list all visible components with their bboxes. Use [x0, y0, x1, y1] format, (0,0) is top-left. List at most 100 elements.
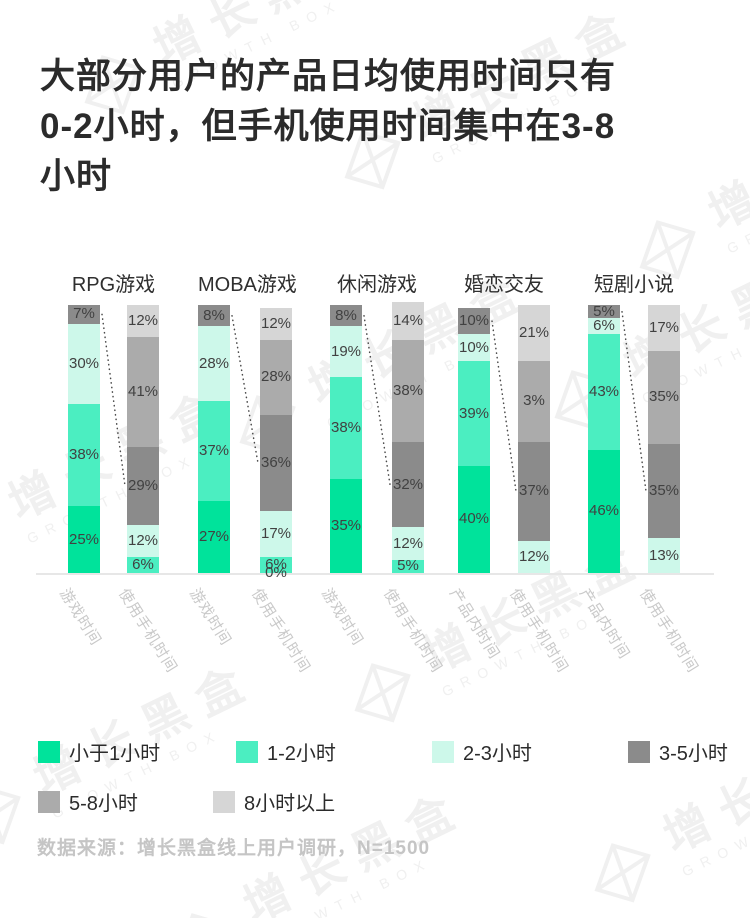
dotted-comparison-line: [363, 314, 391, 486]
segment-value-label: 37%: [198, 442, 230, 460]
bar-segment-8小时以上: [127, 305, 159, 338]
x-axis-label: 使用手机时间: [248, 585, 314, 677]
segment-value-label: 5%: [593, 302, 615, 320]
bar-segment-3-5小时: [127, 447, 159, 525]
segment-value-label: 32%: [392, 475, 424, 493]
x-axis-label: 产品内时间: [576, 585, 633, 663]
bar-segment-3-5小时: [588, 305, 620, 319]
bar-segment-3-5小时: [518, 441, 550, 541]
title-line: 大部分用户的产品日均使用时间只有: [40, 57, 617, 96]
group-title: 休闲游戏: [337, 274, 417, 296]
segment-value-label: 35%: [648, 482, 680, 500]
bar-segment-1-2小时: [458, 361, 490, 466]
bar-segment-小于1小时: [330, 479, 362, 573]
title-line: 0-2小时，但手机使用时间集中在3-8: [40, 107, 616, 146]
bar-segment-8小时以上: [392, 302, 424, 340]
segment-value-label: 25%: [68, 530, 100, 548]
segment-value-label: 12%: [127, 312, 159, 330]
legend-item: 5-8小时: [38, 787, 138, 816]
bar-segment-2-3小时: [392, 527, 424, 560]
segment-value-label: 6%: [593, 317, 615, 335]
segment-value-label: 29%: [127, 476, 159, 494]
bar-segment-5-8小时: [127, 337, 159, 448]
segment-value-label: 5%: [397, 557, 419, 575]
bar-segment-2-3小时: [518, 540, 550, 573]
legend-item: 1-2小时: [236, 737, 336, 766]
growth-box-logo-icon: [594, 843, 651, 903]
bar-segment-3-5小时: [330, 305, 362, 327]
segment-value-label: 36%: [260, 454, 292, 472]
bar-segment-小于1小时: [588, 449, 620, 573]
segment-value-label: 14%: [392, 312, 424, 330]
legend-label: 5-8小时: [69, 793, 138, 815]
bar-segment-5-8小时: [648, 350, 680, 445]
bar-segment-5-8小时: [518, 361, 550, 442]
bar-segment-小于1小时: [68, 506, 100, 573]
growth-box-logo-icon: [0, 488, 19, 592]
segment-value-label: 6%: [265, 555, 287, 573]
page-title: 大部分用户的产品日均使用时间只有 0-2小时，但手机使用时间集中在3-8 小时: [40, 52, 730, 202]
group-title: RPG游戏: [71, 274, 156, 296]
legend-item: 3-5小时: [628, 737, 728, 766]
segment-value-label: 6%: [132, 555, 154, 573]
bar-segment-3-5小时: [648, 444, 680, 539]
source-note: 数据来源：增长黑盒线上用户调研，N=1500: [37, 838, 431, 859]
bar-segment-2-3小时: [260, 511, 292, 557]
bar-segment-2-3小时: [458, 334, 490, 362]
bar-segment-小于1小时: [198, 500, 230, 573]
growth-box-logo-icon: [174, 913, 231, 918]
bar-segment-1-2小时: [68, 404, 100, 506]
group-title: MOBA游戏: [198, 274, 297, 296]
bar-segment-8小时以上: [518, 305, 550, 362]
segment-value-label: 8%: [203, 306, 225, 324]
segment-value-label: 27%: [198, 527, 230, 545]
watermark-text-en: GROWTH BOX: [679, 783, 750, 880]
bar-segment-2-3小时: [68, 323, 100, 405]
segment-value-label: 39%: [458, 404, 490, 422]
segment-value-label: 28%: [198, 354, 230, 372]
legend-swatch: [236, 740, 258, 763]
bar-segment-3-5小时: [458, 307, 490, 335]
segment-value-label: 28%: [260, 368, 292, 386]
legend-swatch: [38, 740, 60, 763]
bar-segment-8小时以上: [260, 307, 292, 340]
legend-item: 8小时以上: [213, 787, 335, 816]
x-axis-label: 使用手机时间: [115, 585, 181, 677]
segment-value-label: 38%: [330, 419, 362, 437]
x-axis-label: 使用手机时间: [506, 585, 572, 677]
segment-value-label: 12%: [392, 534, 424, 552]
legend-swatch: [432, 740, 454, 763]
watermark-text-cn: 增长黑盒: [25, 652, 264, 805]
legend-swatch: [628, 740, 650, 763]
segment-value-label: 3%: [523, 392, 545, 410]
legend-label: 小于1小时: [69, 743, 161, 765]
segment-value-label: 10%: [458, 338, 490, 356]
bar-segment-3-5小时: [392, 441, 424, 528]
dotted-comparison-line: [231, 314, 259, 464]
segment-value-label: 12%: [127, 531, 159, 549]
bar-segment-2-3小时: [648, 538, 680, 573]
bar-segment-2-3小时: [330, 326, 362, 378]
segment-value-label: 12%: [260, 314, 292, 332]
legend-item: 2-3小时: [432, 737, 532, 766]
bar-segment-1-2小时: [330, 377, 362, 480]
legend-label: 2-3小时: [463, 743, 532, 765]
bar-segment-5-8小时: [392, 339, 424, 442]
segment-value-label: 17%: [260, 525, 292, 543]
bar-segment-小于1小时: [458, 465, 490, 573]
segment-value-label: 21%: [518, 324, 550, 342]
group-title: 短剧小说: [594, 274, 674, 296]
x-axis-label: 使用手机时间: [380, 585, 446, 677]
x-axis-label: 使用手机时间: [636, 585, 702, 677]
x-axis-label: 游戏时间: [56, 585, 105, 649]
segment-value-label: 8%: [335, 306, 357, 324]
x-axis-label: 游戏时间: [318, 585, 367, 649]
watermark-text-cn: 增长黑盒: [615, 237, 750, 390]
legend-label: 8小时以上: [244, 793, 336, 815]
segment-value-label: 12%: [518, 547, 550, 565]
bar-segment-1-2小时: [198, 401, 230, 501]
segment-value-label: 40%: [458, 510, 490, 528]
segment-value-label: 37%: [518, 482, 550, 500]
watermark-text-cn: 增长黑盒: [655, 710, 750, 863]
